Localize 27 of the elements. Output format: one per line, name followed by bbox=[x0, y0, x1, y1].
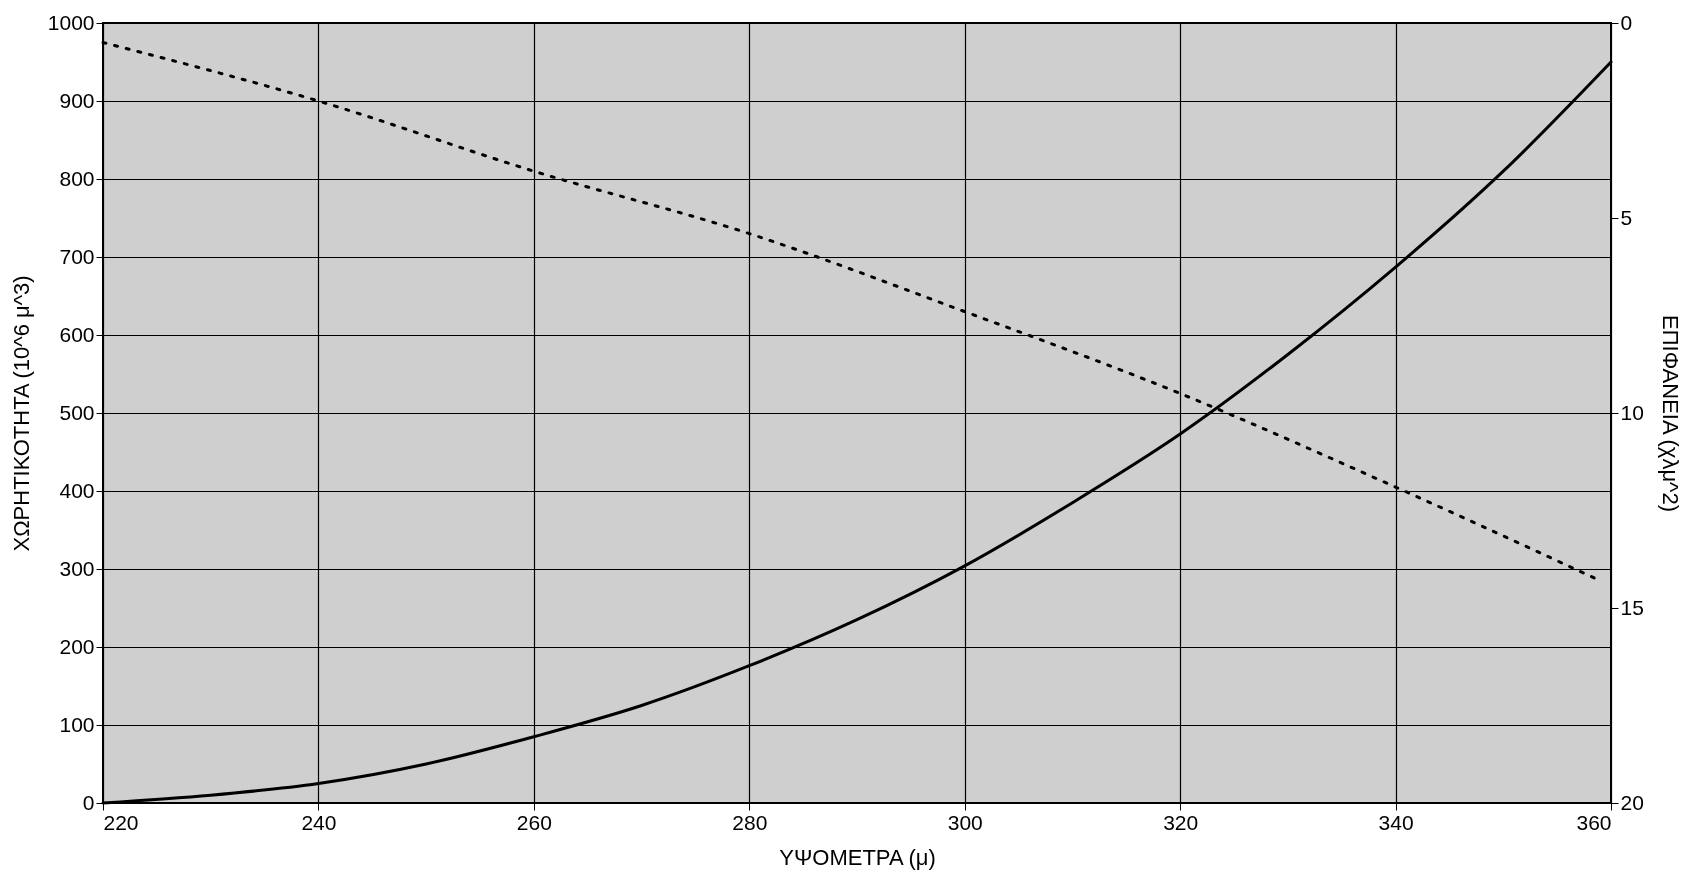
y2-tick-label: 0 bbox=[1620, 10, 1633, 34]
y-axis-title: ΧΩΡΗΤΙΚΟΤΗΤΑ (10^6 μ^3) bbox=[8, 275, 34, 552]
y-tick-label: 300 bbox=[59, 556, 95, 580]
x-tick-label: 300 bbox=[947, 810, 983, 834]
y-tick-label: 900 bbox=[59, 88, 95, 112]
x-tick-label: 320 bbox=[1163, 810, 1199, 834]
y-tick-label: 100 bbox=[59, 712, 95, 736]
y2-tick-label: 15 bbox=[1620, 595, 1644, 619]
y-tick-label: 200 bbox=[59, 634, 95, 658]
y2-axis-title: ΕΠΙΦΑΝΕΙΑ (χλμ^2) bbox=[1657, 315, 1683, 512]
x-tick-label: 220 bbox=[103, 810, 139, 834]
y-tick-label: 0 bbox=[82, 790, 95, 814]
y-tick-label: 600 bbox=[59, 322, 95, 346]
y2-tick-label: 20 bbox=[1620, 790, 1644, 814]
x-tick-label: 240 bbox=[301, 810, 337, 834]
x-tick-label: 360 bbox=[1576, 810, 1612, 834]
x-tick-label: 280 bbox=[732, 810, 768, 834]
y-tick-label: 800 bbox=[59, 166, 95, 190]
x-tick-label: 260 bbox=[516, 810, 552, 834]
x-tick-label: 340 bbox=[1378, 810, 1414, 834]
y-tick-label: 1000 bbox=[47, 10, 95, 34]
y-tick-label: 500 bbox=[59, 400, 95, 424]
y-tick-label: 400 bbox=[59, 478, 95, 502]
y-tick-label: 700 bbox=[59, 244, 95, 268]
y2-tick-label: 10 bbox=[1620, 400, 1644, 424]
x-axis-title: ΥΨΟΜΕΤΡΑ (μ) bbox=[779, 844, 936, 870]
y2-tick-label: 5 bbox=[1620, 205, 1633, 229]
